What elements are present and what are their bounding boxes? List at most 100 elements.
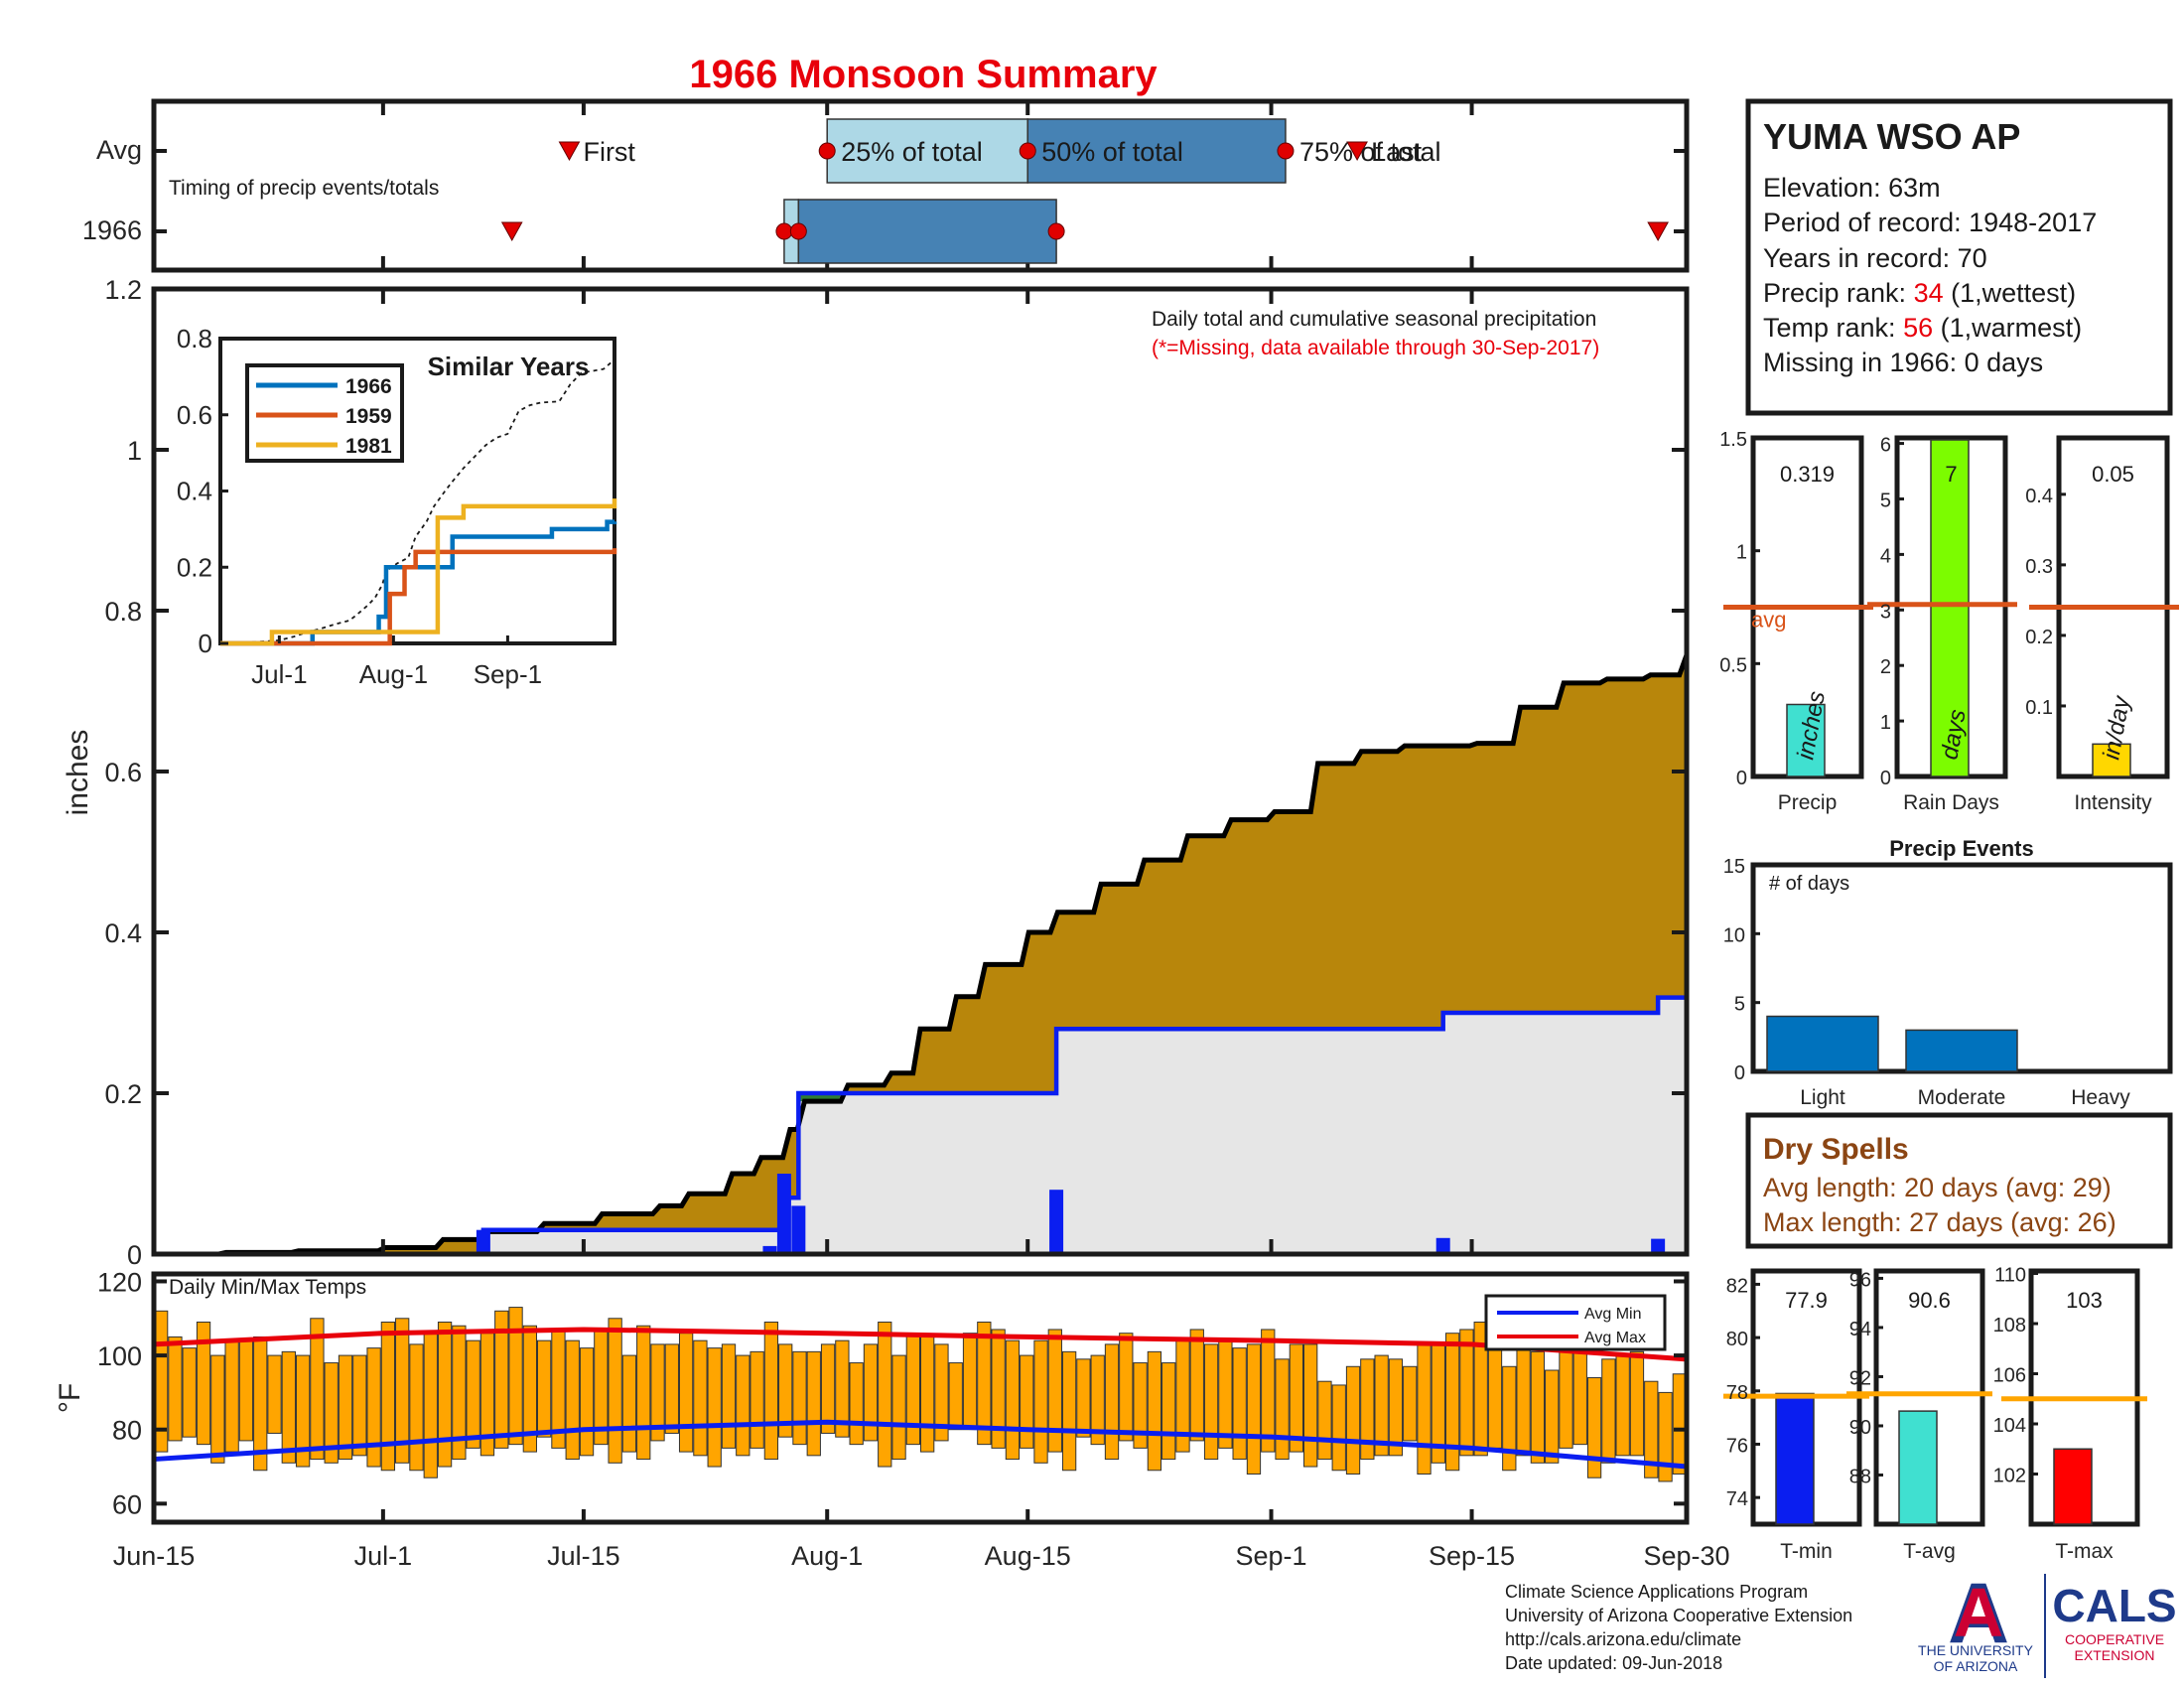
daily-temp-bar [224,1339,239,1453]
date-xtick-label: Jul-1 [354,1541,413,1571]
season-panel-bar-Precip [1786,703,1826,777]
daily-temp-bar [1559,1347,1573,1449]
cals-logo: CALS COOPERATIVE EXTENSION [2052,1580,2176,1663]
cumulative-1966-line [154,995,1687,1257]
temp-summary-tick-label: 78 [1726,1382,1748,1404]
season-panel-tick-label: 0 [1736,768,1747,789]
avg-min-line [153,1419,1688,1470]
cumulative-average-line [154,653,1690,1257]
temp-summary-tick-label: 80 [1726,1329,1748,1350]
daily-temp-bar [522,1325,537,1453]
daily-temp-bar [423,1333,438,1478]
events-ylabel: # of days [1769,873,1849,895]
daily-temp-bar [1119,1333,1134,1442]
inset-xtick-label: Aug-1 [359,659,428,689]
precip-ytick-label: 1 [127,436,142,466]
footer-line-4: Date updated: 09-Jun-2018 [1505,1653,1722,1673]
events-category-label: Moderate [1918,1086,2006,1109]
daily-temp-bar [664,1343,679,1434]
date-xtick-label: Aug-1 [791,1541,863,1571]
season-panel-bar-Rain Days [1930,439,1970,777]
dry-spells-box: Dry Spells Avg length: 20 days (avg: 29)… [1745,1112,2173,1249]
daily-temp-bar [494,1310,509,1449]
dry-spells-frame [1745,1112,2173,1249]
avg-first-marker [558,141,581,162]
inset-xtick-label: Jul-1 [251,659,307,689]
daily-temp-bar [891,1354,906,1461]
timing-panel: Avg 1966 Timing of precip events/totals … [82,98,1690,273]
legend-avg-max-label: Avg Max [1584,1330,1646,1346]
station-period: Period of record: 1948-2017 [1763,208,2097,237]
temp-summary-tick-label: 92 [1849,1367,1871,1389]
events-bar-Light [1766,1015,1879,1072]
season-panel-tick-label: 0.5 [1719,654,1747,676]
temp-rank-value: 56 [1903,313,1933,343]
daily-temp-bar [1502,1365,1517,1472]
date-xtick-label: Aug-15 [985,1541,1071,1571]
daily-temp-bar [820,1343,836,1434]
daily-temp-bar [863,1343,879,1442]
temp-summary-bar-T-min [1775,1392,1815,1525]
daily-temp-bar [338,1354,353,1461]
daily-temp-bar [1345,1365,1361,1475]
daily-temp-bar [1629,1350,1645,1457]
daily-temp-bar [508,1307,523,1446]
season-panel-tick-label: 0.4 [2025,486,2053,507]
daily-temp-bar [1289,1343,1304,1453]
cals-logo-line-2: EXTENSION [2075,1647,2155,1663]
season-panel-tick-label: 6 [1880,435,1891,457]
daily-precip-bar [791,1205,806,1254]
station-temp-rank: Temp rank: 56 (1,warmest) [1763,313,2082,343]
daily-temp-bar [693,1339,708,1457]
daily-temp-bar [196,1322,211,1446]
daily-precip-bar [1651,1238,1666,1254]
inset-legend-label: 1981 [345,435,392,458]
daily-temp-bar [310,1318,325,1461]
inset-ytick-label: 0 [199,629,212,658]
daily-temp-bar [678,1333,694,1453]
temp-summary-bar-T-max [2053,1448,2093,1525]
daily-temp-bar [1644,1380,1659,1478]
daily-temp-bar [1444,1333,1460,1472]
daily-temp-bar [1388,1358,1404,1457]
daily-temp-bar [238,1339,254,1442]
daily-temp-bar [1218,1339,1233,1449]
station-years: Years in record: 70 [1763,243,1987,273]
daily-temp-bar [948,1362,963,1431]
date-xtick-label: Jun-15 [113,1541,196,1571]
station-elevation: Elevation: 63m [1763,173,1941,203]
daily-temp-bar [1572,1350,1587,1446]
cals-logo-text: CALS [2052,1580,2176,1631]
daily-temp-bar [1658,1391,1673,1482]
y1966-first-marker [500,221,523,242]
season-panel-tick-label: 1 [1736,542,1747,564]
university-of-arizona-logo: A A THE UNIVERSITY OF ARIZONA [1918,1566,2034,1674]
daily-temp-bar [1104,1343,1120,1461]
temp-ytick-label: 100 [97,1341,142,1371]
daily-temp-bar [1275,1358,1290,1461]
season-panel-tick-label: 3 [1880,601,1891,623]
daily-temp-bar [324,1362,339,1464]
daily-temp-bar [763,1322,779,1461]
dry-spells-title: Dry Spells [1763,1133,1909,1166]
events-bar-Moderate [1905,1029,2018,1072]
precip-ytick-label: 0.6 [104,758,142,787]
daily-temp-bar [806,1350,821,1457]
dry-spells-max: Max length: 27 days (avg: 26) [1763,1207,2116,1237]
temp-summary-tick-label: 108 [1993,1315,2026,1336]
y1966-last-marker [1647,221,1669,242]
daily-temp-bar [778,1343,793,1438]
daily-temp-bar [1360,1358,1375,1461]
similar-years-inset: 0 0.2 0.4 0.6 0.8 Jul-1 Aug-1 Sep-1 Similar Yea… [177,324,617,689]
events-tick-label: 10 [1723,924,1745,946]
daily-temp-bar [182,1347,197,1438]
daily-temp-bar [1203,1343,1219,1461]
daily-temp-bar [621,1354,637,1453]
timing-row-1966: 1966 [82,215,142,245]
daily-temp-bar [920,1336,935,1453]
daily-temp-bar [1261,1329,1276,1453]
temp-summary-value: 103 [2066,1288,2103,1313]
temp-panel: Daily Min/Max Temps °F 60 80 100 120 Jun-15 J… [54,1267,1730,1571]
daily-temp-bar [707,1347,722,1468]
station-missing: Missing in 1966: 0 days [1763,348,2043,377]
